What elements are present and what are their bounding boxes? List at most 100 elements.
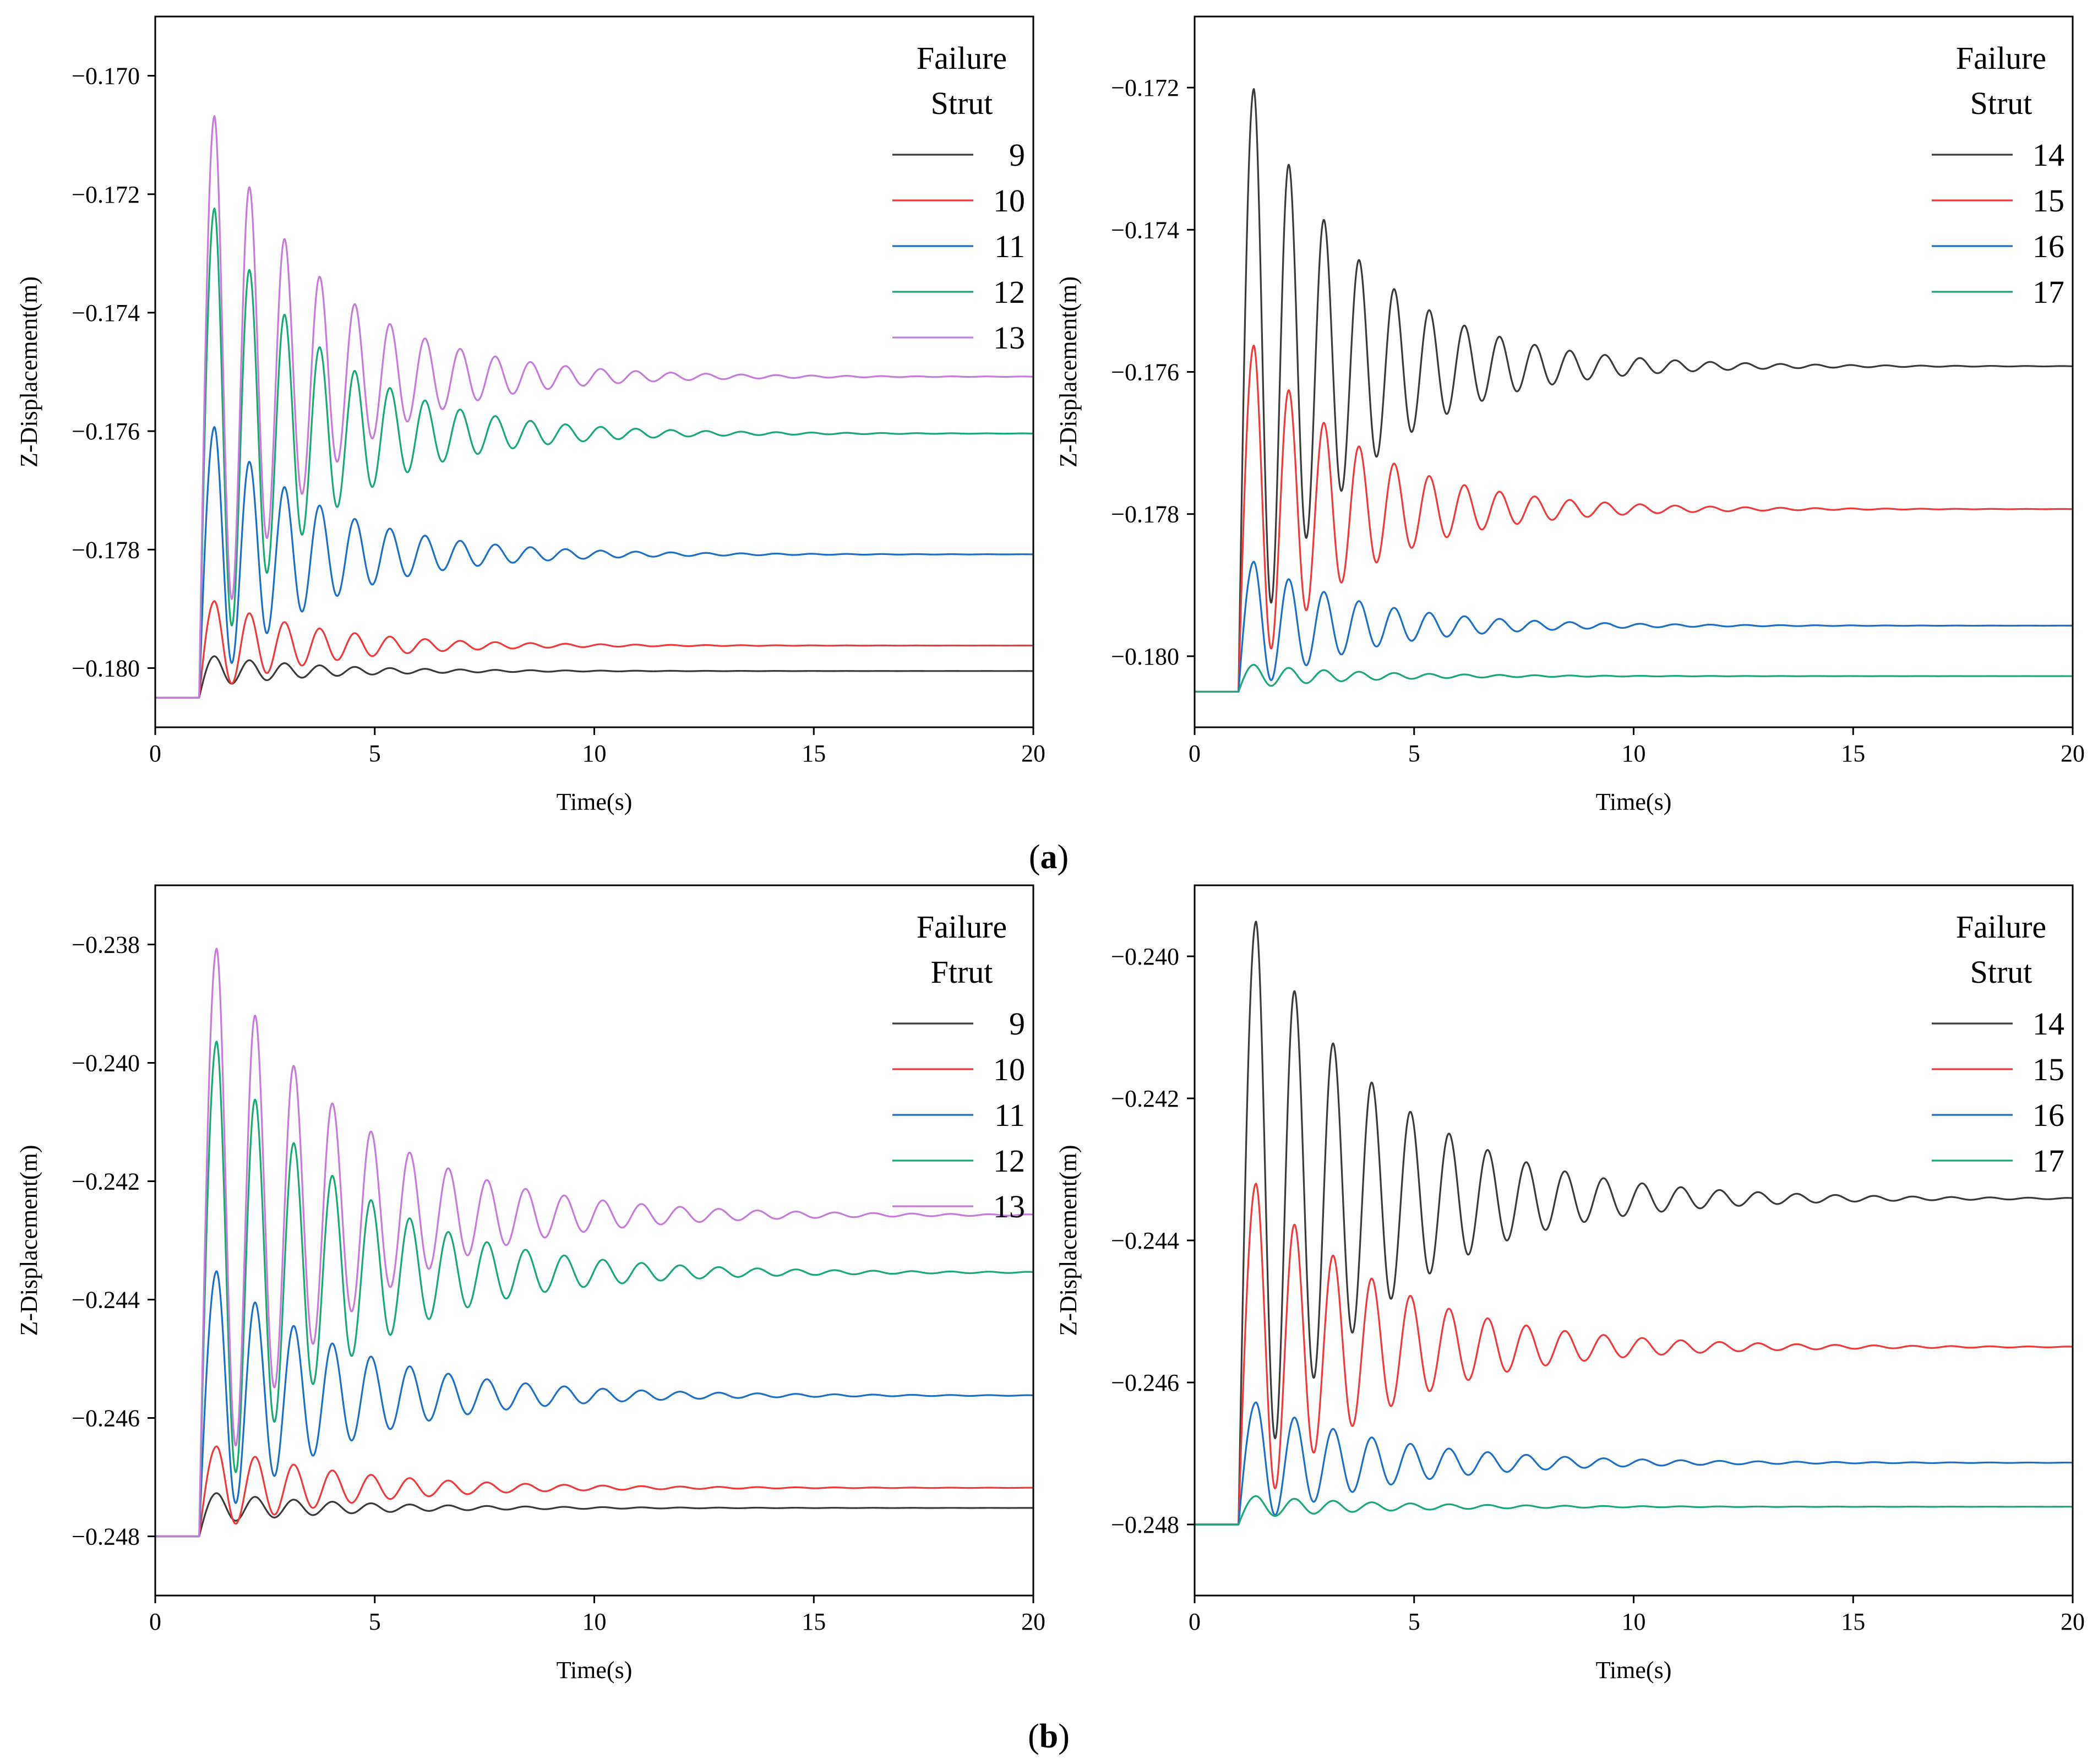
y-tick-label: −0.240 xyxy=(72,1050,140,1077)
y-tick-label: −0.242 xyxy=(72,1168,140,1195)
series-line-12 xyxy=(155,1041,1034,1538)
legend-title-line: Failure xyxy=(1956,40,2046,76)
y-axis-label: Z-Displacement(m) xyxy=(15,1145,42,1336)
y-tick-label: −0.242 xyxy=(1111,1085,1179,1112)
y-tick-label: −0.176 xyxy=(72,418,140,445)
legend-label-14: 14 xyxy=(2032,1006,2064,1042)
legend-label-15: 15 xyxy=(2032,183,2064,219)
legend: Failure Strut 9 10 11 12 13 xyxy=(892,40,1025,356)
plot-frame xyxy=(154,884,1034,1597)
y-tick-label: −0.176 xyxy=(1111,359,1179,386)
y-tick-label: −0.180 xyxy=(72,655,140,682)
chart-panel-b-left: 0 5 10 15 20 −0.248 −0.246 −0.244 −0.242 −0.240 −0… xyxy=(15,884,1045,1684)
series-line-14 xyxy=(1194,921,2073,1526)
y-tick-label: −0.178 xyxy=(1111,501,1179,528)
y-tick-label: −0.246 xyxy=(72,1405,140,1432)
y-tick-label: −0.238 xyxy=(72,932,140,959)
x-tick-label: 10 xyxy=(1622,1608,1646,1635)
series-line-10 xyxy=(155,1445,1034,1538)
y-tick-label: −0.174 xyxy=(1111,216,1179,243)
x-tick-label: 10 xyxy=(1622,740,1646,767)
x-tick-label: 5 xyxy=(1408,1608,1420,1635)
x-tick-label: 0 xyxy=(149,1608,161,1635)
series-line-14 xyxy=(1194,88,2073,693)
caption-a: (a) xyxy=(1029,839,1069,876)
x-tick-label: 5 xyxy=(369,740,381,767)
x-tick-label: 5 xyxy=(1408,740,1420,767)
legend-title-line: Ftrut xyxy=(931,954,993,990)
series-line-9 xyxy=(155,1492,1034,1538)
chart-panel-a-left: 0 5 10 15 20 −0.180 −0.178 −0.176 −0.174 −0.172 −0… xyxy=(15,15,1045,815)
x-axis-label: Time(s) xyxy=(1596,788,1672,815)
y-tick-label: −0.172 xyxy=(1111,74,1179,101)
x-axis-label: Time(s) xyxy=(557,788,633,815)
x-tick-label: 15 xyxy=(802,740,826,767)
series-line-17 xyxy=(1194,663,2073,693)
legend-label-16: 16 xyxy=(2032,228,2064,264)
series-line-13 xyxy=(155,948,1034,1538)
y-tick-label: −0.240 xyxy=(1111,943,1179,970)
x-tick-label: 0 xyxy=(1189,1608,1201,1635)
panels: 0 5 10 15 20 −0.180 −0.178 −0.176 −0.174 −0.172 −0… xyxy=(15,15,2085,1684)
caption-b: (b) xyxy=(1028,1718,1070,1755)
plot-frame xyxy=(1194,884,2074,1597)
legend-label-9: 9 xyxy=(1009,1006,1025,1042)
x-tick-label: 20 xyxy=(1021,1608,1045,1635)
series-line-9 xyxy=(155,655,1034,699)
legend-title-line: Failure xyxy=(917,909,1007,945)
x-tick-label: 20 xyxy=(2061,1608,2085,1635)
legend-label-17: 17 xyxy=(2032,274,2064,310)
legend-label-12: 12 xyxy=(993,1143,1025,1179)
series-line-11 xyxy=(155,1270,1034,1538)
x-axis-label: Time(s) xyxy=(1596,1657,1672,1684)
x-tick-label: 10 xyxy=(582,1608,607,1635)
plot-frame xyxy=(154,15,1034,728)
y-axis-label: Z-Displacement(m) xyxy=(1055,1145,1082,1336)
y-tick-label: −0.178 xyxy=(72,536,140,563)
chart-panel-a-right: 0 5 10 15 20 −0.180 −0.178 −0.176 −0.174 −0.172 Ti… xyxy=(1055,15,2085,815)
legend-title-line: Failure xyxy=(917,40,1007,76)
legend-label-17: 17 xyxy=(2032,1143,2064,1179)
y-tick-label: −0.180 xyxy=(1111,643,1179,670)
legend-title-line: Failure xyxy=(1956,909,2046,945)
series-line-15 xyxy=(1194,1183,2073,1526)
series-line-17 xyxy=(1194,1495,2073,1526)
legend-label-11: 11 xyxy=(994,228,1025,264)
legend-title-line: Strut xyxy=(1970,85,2032,121)
series-line-16 xyxy=(1194,560,2073,693)
x-axis-label: Time(s) xyxy=(557,1657,633,1684)
legend: Failure Ftrut 9 10 11 12 13 xyxy=(892,909,1025,1224)
series-line-11 xyxy=(155,426,1034,699)
x-tick-label: 15 xyxy=(1841,1608,1865,1635)
y-tick-label: −0.248 xyxy=(72,1523,140,1550)
legend-label-9: 9 xyxy=(1009,137,1025,173)
legend-label-16: 16 xyxy=(2032,1097,2064,1133)
legend-label-10: 10 xyxy=(993,183,1025,219)
y-tick-label: −0.170 xyxy=(72,63,140,90)
legend-title-line: Strut xyxy=(1970,954,2032,990)
y-tick-label: −0.244 xyxy=(72,1287,140,1314)
y-axis-label: Z-Displacement(m) xyxy=(1055,276,1082,467)
legend-label-13: 13 xyxy=(993,1189,1025,1224)
x-tick-label: 15 xyxy=(1841,740,1865,767)
y-tick-label: −0.246 xyxy=(1111,1369,1179,1396)
y-tick-label: −0.248 xyxy=(1111,1511,1179,1538)
legend-title-line: Strut xyxy=(931,85,993,121)
series-line-16 xyxy=(1194,1401,2073,1526)
x-tick-label: 15 xyxy=(802,1608,826,1635)
x-tick-label: 20 xyxy=(2061,740,2085,767)
legend-label-14: 14 xyxy=(2032,137,2064,173)
x-tick-label: 10 xyxy=(582,740,607,767)
legend-label-11: 11 xyxy=(994,1097,1025,1133)
plot-frame xyxy=(1194,15,2074,728)
chart-panel-b-right: 0 5 10 15 20 −0.248 −0.246 −0.244 −0.242 −0.240 Ti… xyxy=(1055,884,2085,1684)
y-tick-label: −0.172 xyxy=(72,181,140,208)
series-line-10 xyxy=(155,600,1034,699)
legend-label-12: 12 xyxy=(993,274,1025,310)
y-tick-label: −0.174 xyxy=(72,300,140,326)
legend-label-15: 15 xyxy=(2032,1052,2064,1087)
legend-label-13: 13 xyxy=(993,320,1025,356)
